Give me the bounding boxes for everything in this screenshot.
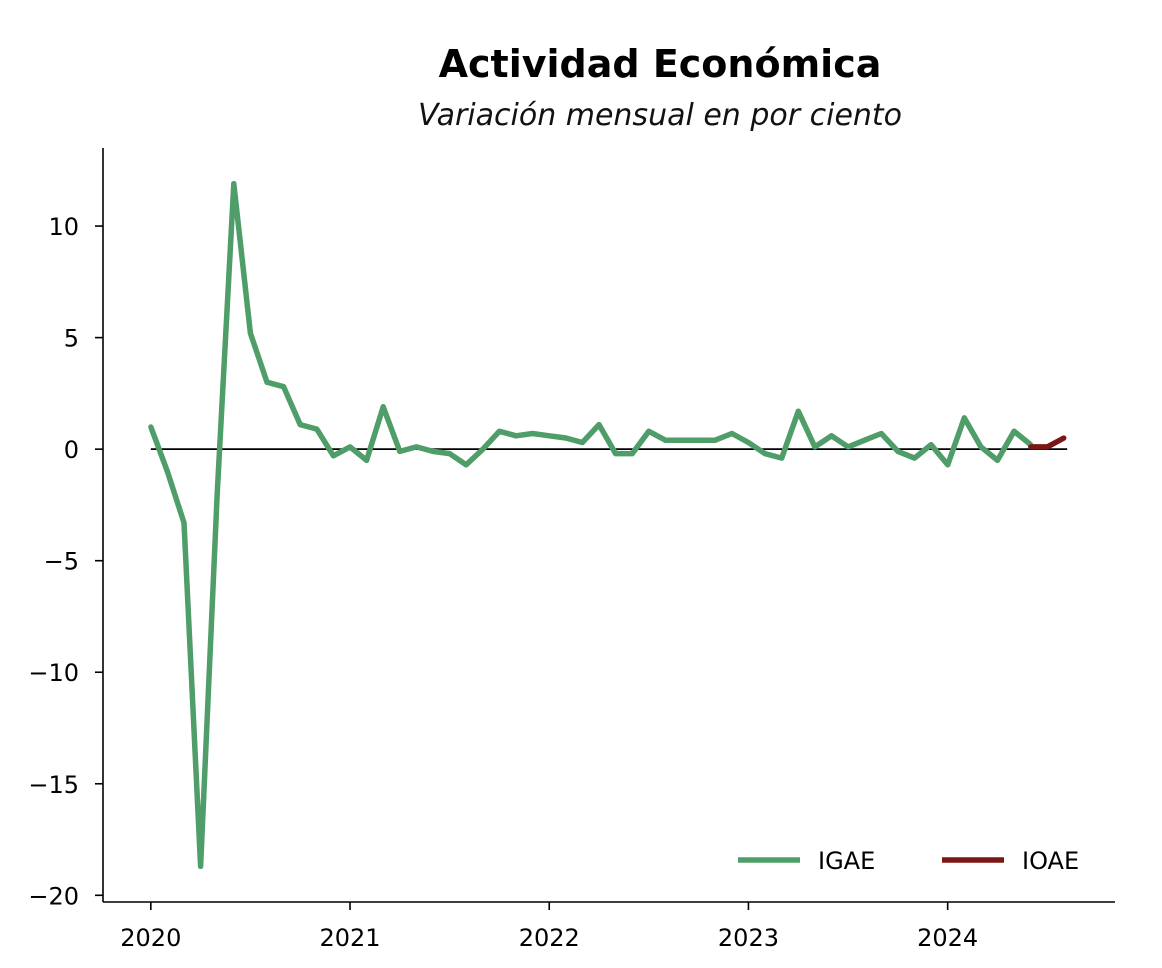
data-point-igae — [397, 448, 403, 454]
y-tick-label: −15 — [28, 771, 79, 799]
legend-label-igae: IGAE — [818, 847, 875, 875]
data-point-igae — [231, 181, 237, 187]
y-tick-label: 0 — [64, 436, 79, 464]
data-point-igae — [198, 863, 204, 869]
data-point-igae — [546, 433, 552, 439]
data-point-igae — [945, 462, 951, 468]
data-point-igae — [380, 404, 386, 410]
y-tick-label: 10 — [48, 213, 79, 241]
data-point-igae — [878, 430, 884, 437]
data-point-igae — [911, 455, 918, 461]
x-tick-label: 2022 — [519, 924, 580, 952]
data-point-igae — [696, 437, 702, 443]
data-point-igae — [928, 442, 934, 448]
data-point-igae — [281, 384, 287, 390]
data-point-igae — [463, 462, 469, 468]
data-point-igae — [214, 491, 220, 497]
data-point-igae — [563, 435, 569, 441]
y-tick-label: −5 — [44, 548, 79, 576]
data-point-igae — [430, 448, 436, 454]
legend-label-ioae: IOAE — [1022, 847, 1079, 875]
data-point-igae — [961, 415, 967, 421]
data-point-ioae — [1061, 435, 1067, 441]
y-tick-label: −20 — [28, 882, 79, 910]
data-point-igae — [447, 451, 453, 457]
data-point-igae — [862, 437, 868, 443]
x-tick-label: 2021 — [319, 924, 380, 952]
data-point-igae — [762, 451, 768, 457]
legend: IGAE IOAE — [738, 847, 1079, 875]
data-point-igae — [779, 455, 785, 461]
data-point-igae — [795, 408, 801, 414]
data-point-igae — [530, 430, 536, 437]
data-point-ioae — [1044, 444, 1050, 450]
data-point-igae — [148, 424, 154, 430]
data-point-igae — [413, 444, 420, 450]
data-point-igae — [496, 428, 503, 434]
data-point-igae — [895, 448, 901, 454]
data-point-igae — [364, 457, 370, 463]
data-point-igae — [596, 422, 602, 428]
data-point-igae — [729, 430, 735, 437]
data-point-igae — [629, 451, 635, 457]
data-point-igae — [264, 379, 270, 385]
x-tick-label: 2020 — [120, 924, 181, 952]
data-point-igae — [480, 446, 486, 452]
x-tick-label: 2024 — [917, 924, 978, 952]
series-igae — [148, 180, 1034, 870]
data-point-igae — [181, 520, 187, 526]
data-point-igae — [845, 444, 851, 450]
data-point-igae — [978, 444, 984, 450]
data-point-igae — [330, 453, 337, 459]
data-point-igae — [513, 433, 519, 439]
data-point-igae — [745, 439, 752, 446]
data-point-igae — [1011, 428, 1017, 434]
x-tick-label: 2023 — [718, 924, 779, 952]
data-point-igae — [994, 457, 1001, 463]
y-tick-label: 5 — [64, 325, 79, 353]
data-point-igae — [679, 437, 685, 443]
data-point-igae — [712, 437, 718, 443]
data-point-igae — [828, 433, 835, 439]
data-point-ioae — [1028, 444, 1034, 450]
data-point-igae — [247, 330, 254, 336]
chart-subtitle: Variación mensual en por ciento — [417, 98, 903, 133]
data-point-igae — [164, 468, 171, 475]
data-point-igae — [347, 444, 353, 450]
y-tick-label: −10 — [28, 659, 79, 687]
series-ioae — [1028, 435, 1067, 450]
data-point-igae — [662, 437, 669, 443]
data-point-igae — [812, 444, 818, 450]
series-line-igae — [148, 180, 1033, 870]
data-point-igae — [314, 426, 320, 432]
chart-title: Actividad Económica — [438, 42, 882, 86]
data-point-igae — [297, 422, 303, 428]
data-point-igae — [613, 451, 619, 457]
data-point-igae — [646, 428, 652, 434]
data-point-igae — [579, 439, 586, 446]
